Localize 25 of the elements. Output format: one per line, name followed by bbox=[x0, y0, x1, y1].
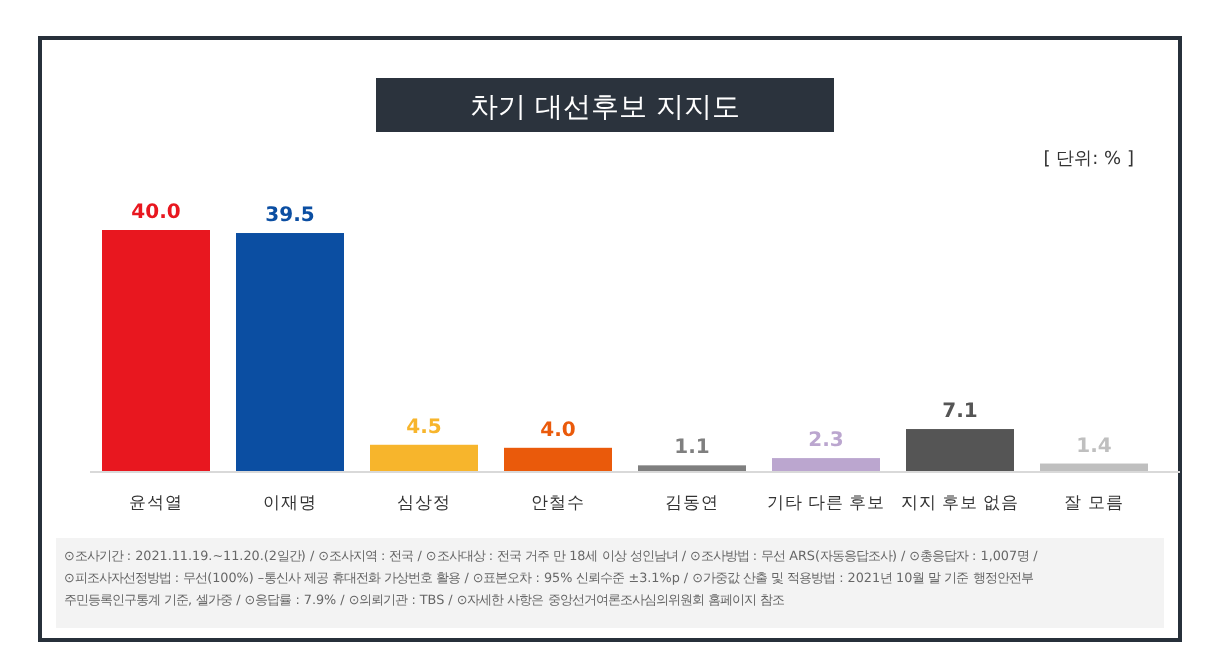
data-label: 1.1 bbox=[674, 437, 710, 460]
data-label: 40.0 bbox=[131, 202, 181, 224]
x-tick-label: 김동연 bbox=[665, 494, 719, 514]
x-tick-label: 안철수 bbox=[531, 494, 585, 514]
chart-title: 차기 대선후보 지지도 bbox=[470, 92, 740, 124]
data-label: 2.3 bbox=[808, 430, 844, 453]
data-label: 4.0 bbox=[540, 419, 576, 442]
bar bbox=[906, 429, 1014, 472]
bar bbox=[102, 230, 210, 472]
bar bbox=[236, 233, 344, 472]
x-tick-label: 지지 후보 없음 bbox=[900, 494, 1020, 514]
data-label: 4.5 bbox=[406, 416, 442, 439]
x-tick-label: 잘 모름 bbox=[1064, 494, 1124, 514]
x-tick-label: 기타 다른 후보 bbox=[766, 494, 886, 514]
x-tick-label: 심상정 bbox=[397, 494, 451, 514]
data-label: 7.1 bbox=[942, 401, 978, 424]
x-tick-label: 윤석열 bbox=[129, 494, 183, 514]
data-label: 39.5 bbox=[265, 205, 315, 228]
text: [ 단위: % ] bbox=[1043, 150, 1134, 170]
data-label: 1.4 bbox=[1076, 435, 1112, 458]
bar bbox=[370, 444, 478, 472]
x-tick-label: 이재명 bbox=[263, 494, 317, 514]
bar bbox=[772, 458, 880, 472]
bar bbox=[638, 465, 746, 472]
bar bbox=[504, 447, 612, 472]
